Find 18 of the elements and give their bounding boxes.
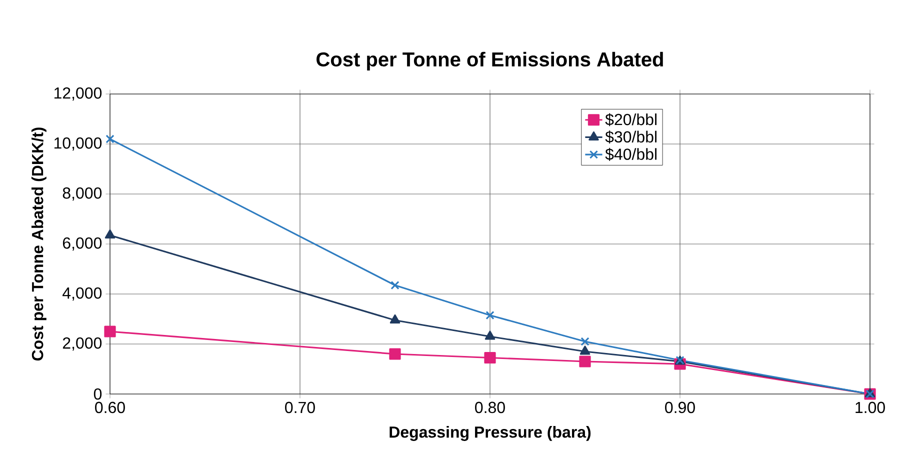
- y-axis-title: Cost per Tonne Abated (DKK/t): [31, 128, 46, 361]
- x-tick-label: 1.00: [856, 402, 885, 414]
- y-tick-label: 0: [94, 388, 102, 400]
- legend-label: $40/bbl: [605, 148, 656, 161]
- chart-title: Cost per Tonne of Emissions Abated: [316, 52, 663, 70]
- y-tick-label: 10,000: [54, 137, 102, 151]
- legend-label: $30/bbl: [605, 130, 656, 144]
- x-axis-title: Degassing Pressure (bara): [390, 426, 591, 441]
- x-tick-label: 0.70: [285, 402, 315, 414]
- y-tick-label: 6,000: [62, 237, 102, 251]
- y-tick-label: 4,000: [62, 287, 102, 301]
- x-tick-label: 0.60: [95, 402, 125, 414]
- y-tick-label: 8,000: [62, 187, 102, 201]
- x-tick-label: 0.90: [665, 402, 695, 414]
- y-tick-label: 12,000: [54, 87, 102, 101]
- x-tick-label: 0.80: [475, 402, 505, 414]
- y-tick-label: 2,000: [62, 337, 102, 351]
- legend-label: $20/bbl: [605, 113, 656, 126]
